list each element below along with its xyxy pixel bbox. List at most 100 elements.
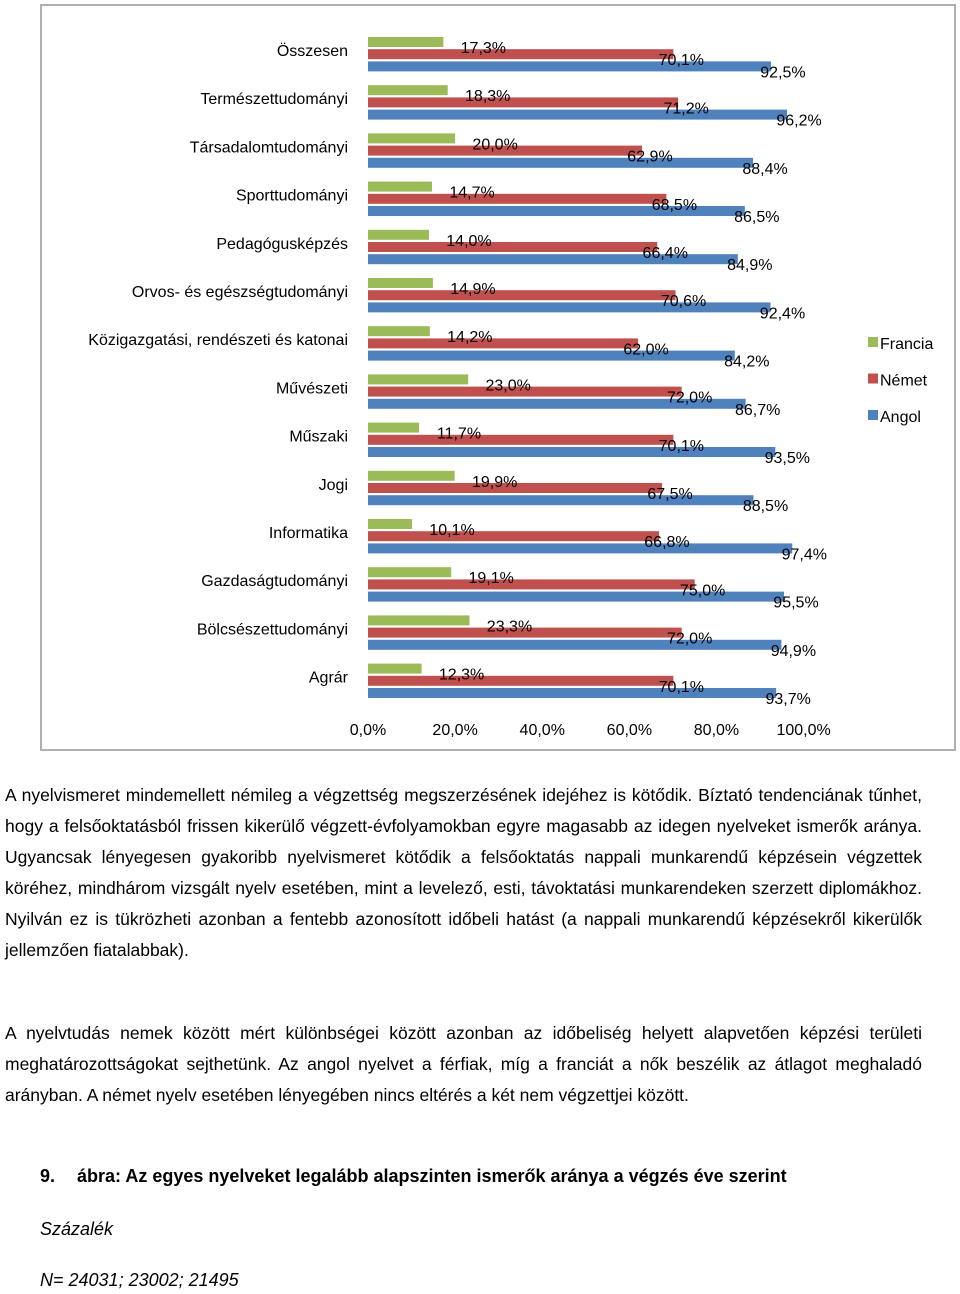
chart-container: Összesen Természettudományi Társadalomtudo… bbox=[40, 4, 956, 751]
data-label-francia-kozigazgatasi-rendeszeti-es-katonai: 14,2% bbox=[447, 329, 492, 346]
category-label-kozigazgatasi-rendeszeti-es-katonai: Közigazgatási, rendészeti és katonai bbox=[88, 332, 348, 349]
data-label-francia-jogi: 19,9% bbox=[472, 474, 517, 491]
x-tick-label-1: 20,0% bbox=[432, 722, 477, 739]
category-label-jogi: Jogi bbox=[319, 477, 348, 494]
category-label-gazdasagtudomanyi: Gazdaságtudományi bbox=[201, 573, 348, 590]
legend-label-francia: Francia bbox=[880, 336, 933, 353]
data-label-francia-gazdasagtudomanyi: 19,1% bbox=[469, 570, 514, 587]
bar-francia-pedagoguskepzes bbox=[368, 229, 429, 240]
data-label-nemet-pedagoguskepzes: 66,4% bbox=[643, 245, 688, 262]
category-label-pedagoguskepzes: Pedagógusképzés bbox=[216, 236, 348, 253]
bar-nemet-gazdasagtudomanyi bbox=[368, 579, 695, 590]
data-label-angol-gazdasagtudomanyi: 95,5% bbox=[773, 595, 818, 612]
data-label-angol-jogi: 88,5% bbox=[743, 498, 788, 515]
bar-francia-kozigazgatasi-rendeszeti-es-katonai bbox=[368, 326, 430, 337]
bar-angol-pedagoguskepzes bbox=[368, 254, 738, 265]
paragraph-time-effect: A nyelvismeret mindemellett némileg a vé… bbox=[5, 785, 922, 960]
bar-nemet-orvos-es-egeszsegtudomanyi bbox=[368, 290, 676, 301]
bar-angol-bolcseszettudomanyi bbox=[368, 639, 782, 650]
data-label-angol-termeszettudomanyi: 96,2% bbox=[776, 113, 821, 130]
data-label-francia-termeszettudomanyi: 18,3% bbox=[465, 88, 510, 105]
legend-label-angol: Angol bbox=[880, 409, 921, 426]
category-label-osszesen: Összesen bbox=[277, 42, 348, 60]
bar-nemet-pedagoguskepzes bbox=[368, 242, 658, 252]
category-label-informatika: Informatika bbox=[269, 525, 348, 542]
language-bar-chart: Összesen Természettudományi Társadalomtudo… bbox=[88, 37, 933, 739]
figure-caption: 9. ábra: Az egyes nyelveket legalább alap… bbox=[40, 1166, 787, 1187]
bar-francia-gazdasagtudomanyi bbox=[368, 567, 452, 578]
bar-nemet-sporttudomanyi bbox=[368, 193, 667, 204]
x-tick-label-4: 80,0% bbox=[694, 722, 739, 739]
bar-angol-termeszettudomanyi bbox=[368, 109, 788, 120]
data-label-francia-muveszeti: 23,0% bbox=[486, 377, 531, 394]
data-label-angol-muszaki: 93,5% bbox=[765, 450, 810, 467]
data-label-nemet-bolcseszettudomanyi: 72,0% bbox=[667, 631, 712, 648]
bar-angol-informatika bbox=[368, 543, 793, 554]
bar-angol-tarsadalomtudomanyi bbox=[368, 157, 754, 168]
bar-francia-jogi bbox=[368, 470, 455, 481]
data-label-francia-osszesen: 17,3% bbox=[461, 40, 506, 57]
data-label-angol-agrar: 93,7% bbox=[765, 691, 810, 708]
x-tick-label-5: 100,0% bbox=[776, 722, 830, 739]
x-tick-label-0: 0,0% bbox=[350, 722, 386, 739]
data-label-nemet-jogi: 67,5% bbox=[647, 486, 692, 503]
bar-nemet-muszaki bbox=[368, 434, 674, 445]
bar-nemet-muveszeti bbox=[368, 386, 682, 397]
category-label-tarsadalomtudomanyi: Társadalomtudományi bbox=[190, 139, 348, 156]
bar-nemet-osszesen bbox=[368, 49, 674, 60]
bar-nemet-jogi bbox=[368, 483, 663, 493]
bar-angol-muszaki bbox=[368, 447, 776, 457]
data-label-nemet-orvos-es-egeszsegtudomanyi: 70,6% bbox=[661, 293, 706, 310]
data-label-angol-sporttudomanyi: 86,5% bbox=[734, 209, 779, 226]
data-label-francia-orvos-es-egeszsegtudomanyi: 14,9% bbox=[450, 281, 495, 298]
bar-nemet-kozigazgatasi-rendeszeti-es-katonai bbox=[368, 338, 639, 349]
data-label-francia-sporttudomanyi: 14,7% bbox=[449, 185, 494, 202]
bar-francia-bolcseszettudomanyi bbox=[368, 615, 470, 626]
data-label-francia-tarsadalomtudomanyi: 20,0% bbox=[472, 136, 517, 153]
data-label-nemet-muveszeti: 72,0% bbox=[667, 390, 712, 407]
category-label-bolcseszettudomanyi: Bölcsészettudományi bbox=[197, 621, 348, 638]
data-label-nemet-sporttudomanyi: 68,5% bbox=[652, 197, 697, 214]
figure-sample-size: N= 24031; 23002; 21495 bbox=[40, 1270, 239, 1290]
bar-francia-muszaki bbox=[368, 422, 419, 433]
x-tick-label-2: 40,0% bbox=[520, 722, 565, 739]
bar-angol-sporttudomanyi bbox=[368, 206, 745, 216]
data-label-francia-agrar: 12,3% bbox=[439, 667, 484, 684]
data-label-francia-informatika: 10,1% bbox=[429, 522, 474, 539]
legend-swatch-nemet bbox=[868, 373, 878, 384]
data-label-angol-osszesen: 92,5% bbox=[760, 64, 805, 81]
bar-angol-gazdasagtudomanyi bbox=[368, 591, 784, 602]
category-label-muszaki: Műszaki bbox=[289, 429, 348, 446]
data-label-nemet-informatika: 66,8% bbox=[644, 534, 689, 551]
data-label-angol-muveszeti: 86,7% bbox=[735, 402, 780, 419]
bar-angol-orvos-es-egeszsegtudomanyi bbox=[368, 302, 771, 313]
legend-swatch-francia bbox=[868, 337, 878, 347]
x-tick-label-3: 60,0% bbox=[607, 722, 652, 739]
data-label-angol-orvos-es-egeszsegtudomanyi: 92,4% bbox=[760, 305, 805, 322]
legend-label-nemet: Német bbox=[880, 373, 928, 390]
data-label-nemet-termeszettudomanyi: 71,2% bbox=[663, 100, 708, 117]
bar-nemet-informatika bbox=[368, 531, 659, 542]
bar-francia-sporttudomanyi bbox=[368, 181, 433, 192]
bar-nemet-bolcseszettudomanyi bbox=[368, 627, 682, 638]
data-label-nemet-gazdasagtudomanyi: 75,0% bbox=[680, 582, 725, 599]
bar-nemet-tarsadalomtudomanyi bbox=[368, 145, 642, 156]
data-label-angol-informatika: 97,4% bbox=[782, 546, 827, 563]
bar-angol-kozigazgatasi-rendeszeti-es-katonai bbox=[368, 350, 735, 361]
data-label-nemet-muszaki: 70,1% bbox=[659, 438, 704, 455]
category-label-orvos-es-egeszsegtudomanyi: Orvos- és egészségtudományi bbox=[132, 284, 348, 301]
bar-angol-osszesen bbox=[368, 61, 771, 72]
paragraph-gender-differences: A nyelvtudás nemek között mért különbség… bbox=[5, 1023, 922, 1105]
figure-unit: Százalék bbox=[40, 1219, 114, 1239]
category-label-agrar: Agrár bbox=[309, 670, 349, 687]
category-label-muveszeti: Művészeti bbox=[276, 380, 348, 397]
bar-francia-informatika bbox=[368, 519, 412, 529]
bar-angol-jogi bbox=[368, 495, 754, 506]
bar-francia-muveszeti bbox=[368, 374, 469, 385]
figure-title: ábra: Az egyes nyelveket legalább alapsz… bbox=[77, 1166, 787, 1186]
bar-nemet-agrar bbox=[368, 675, 674, 686]
data-label-angol-bolcseszettudomanyi: 94,9% bbox=[771, 643, 816, 660]
bar-angol-muveszeti bbox=[368, 398, 746, 409]
data-label-angol-tarsadalomtudomanyi: 88,4% bbox=[742, 161, 787, 178]
data-label-angol-pedagoguskepzes: 84,9% bbox=[727, 257, 772, 274]
